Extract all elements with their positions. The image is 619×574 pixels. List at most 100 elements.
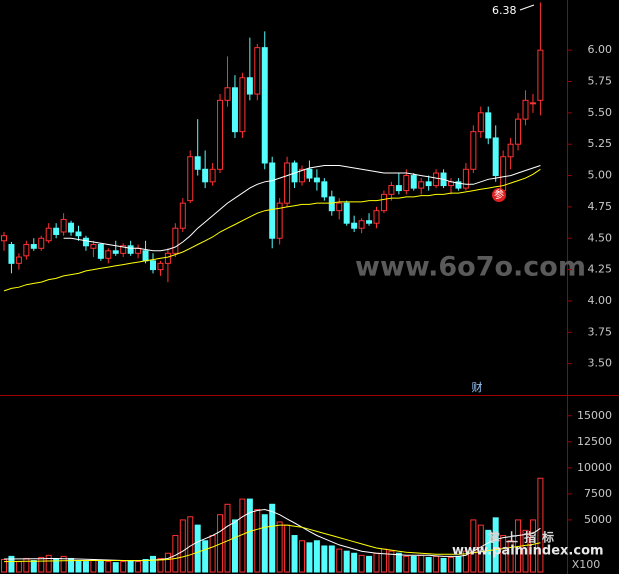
candle-body [485,112,492,139]
volume-bar [120,561,127,573]
candle-body [477,112,484,133]
y2-tick-label: 15000 [577,409,612,422]
candle-body [231,87,238,133]
volume-bar [60,555,67,573]
candle-body [537,49,544,101]
candle-body [366,220,373,224]
volume-bar [150,555,156,573]
candle-body [261,47,268,164]
candle-body [157,262,164,271]
candle-body [380,193,387,212]
volume-bar [299,540,305,573]
candle-body [38,237,45,249]
candle-body [455,181,462,189]
candle-body [403,175,410,192]
candle-body [343,202,350,224]
volume-bar [380,548,387,573]
candle-body [358,220,365,229]
volume-bar [194,524,201,573]
volume-bar [224,503,231,573]
watermark: www.6o7o.com [355,252,586,283]
candle-body [209,168,216,183]
volume-bar [164,552,171,573]
candle-body [373,210,380,224]
ma-line [63,165,541,252]
volume-bar [276,521,283,573]
marker-circle [492,188,506,202]
watermark: www.palmindex.com [452,544,604,559]
candle-body [194,156,201,170]
volume-bar [209,535,216,573]
y2-tick-label: 12500 [577,435,612,448]
volume-bar [254,509,261,573]
candle-body [284,162,291,204]
volume-bar [45,554,52,573]
volume-bar [53,559,60,573]
volume-bar [246,498,253,573]
volume-bar [522,529,529,573]
volume-bar [500,535,507,573]
candle-body [120,245,127,254]
volume-bar [135,561,142,573]
volume-bar [202,540,209,573]
candle-body [164,252,171,264]
volume-bar [440,557,447,573]
candle-body [388,185,395,195]
candle-body [105,250,112,259]
candle-body [246,77,253,95]
volume-unit: X100 [572,558,601,571]
volume-bar [462,550,469,573]
candle-body [507,143,514,158]
candle-body [112,250,119,254]
volume-bar [23,557,30,573]
y-tick-label: 4.25 [588,263,613,276]
candle-body [179,202,186,229]
volume-bar [470,519,477,573]
candle-body [515,118,522,145]
candle-body [522,99,529,120]
candle-body [53,227,60,235]
volume-bar [328,545,335,573]
volume-bar [284,524,291,573]
volume-bar [15,561,22,573]
ma-line [3,168,541,292]
candle-body [202,168,209,183]
volume-bar [231,519,238,573]
volume-bar [127,560,134,573]
volume-bar [358,554,365,573]
y-tick-label: 4.50 [588,231,613,244]
marker-can: 参 [494,188,504,201]
volume-bar [366,555,373,573]
candle-body [276,202,283,239]
volume-bar [537,477,544,573]
candle-body [492,137,499,177]
candle-body [8,244,15,264]
candle-body [150,260,156,271]
volume-bar [373,552,380,573]
candle-body [45,227,52,242]
volume-bar [30,560,37,573]
volume-bar [410,555,417,573]
y-tick-label: 5.50 [588,106,613,119]
marker-cai: 财 [472,380,483,394]
candle-body [462,168,469,189]
candle-body [90,244,97,249]
volume-bar [8,555,15,573]
ma-line [4,508,541,562]
y-tick-label: 3.50 [588,357,613,370]
ma-line [3,524,541,563]
volume-bar [351,552,358,573]
volume-bar [425,556,432,573]
volume-bar [261,514,268,573]
volume-bar [291,535,298,573]
volume-bar [82,561,89,573]
y2-tick-label: 7500 [584,487,612,500]
volume-bar [157,557,164,573]
candle-body [23,244,30,257]
candle-body [30,244,37,249]
candle-body [239,77,246,133]
y2-tick-label: 10000 [577,461,612,474]
candle-body [395,185,402,192]
candle-body [410,175,417,189]
